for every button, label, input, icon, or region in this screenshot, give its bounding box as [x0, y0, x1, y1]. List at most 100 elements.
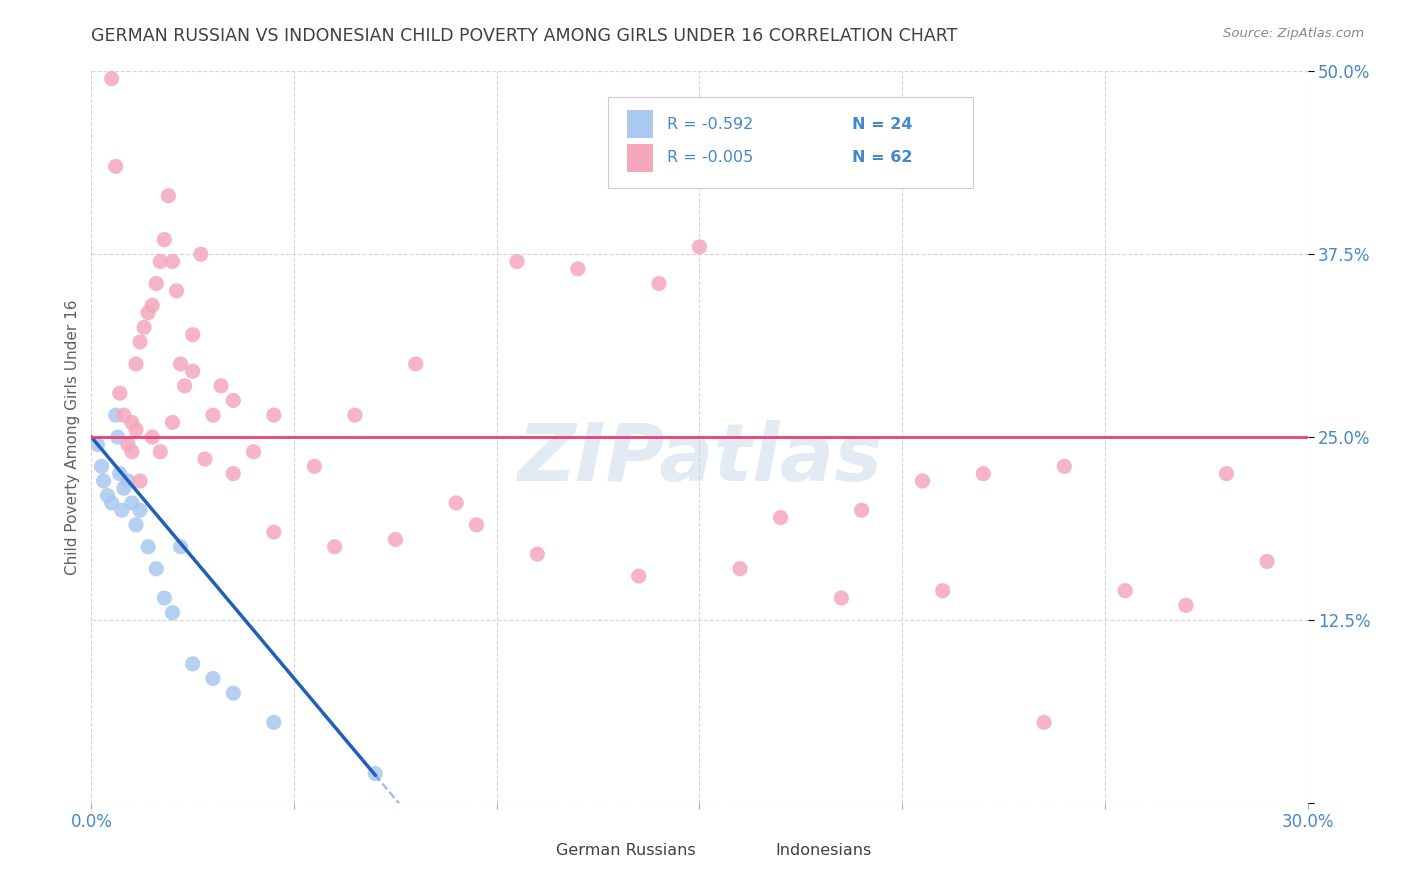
Point	[125, 423, 148, 437]
Point	[136, 540, 159, 554]
Point	[121, 496, 143, 510]
Point	[162, 254, 184, 268]
FancyBboxPatch shape	[627, 144, 654, 171]
Point	[111, 503, 134, 517]
Point	[263, 715, 285, 730]
Point	[190, 247, 212, 261]
Point	[1215, 467, 1237, 481]
Point	[851, 503, 873, 517]
Point	[136, 306, 159, 320]
Point	[125, 517, 148, 532]
Point	[1256, 554, 1278, 568]
Text: ZIPatlas: ZIPatlas	[517, 420, 882, 498]
Point	[121, 444, 143, 458]
Point	[769, 510, 792, 524]
Point	[222, 467, 245, 481]
Point	[112, 481, 135, 495]
Point	[149, 444, 172, 458]
Point	[132, 320, 155, 334]
Point	[181, 364, 204, 378]
Point	[117, 474, 139, 488]
Text: Source: ZipAtlas.com: Source: ZipAtlas.com	[1223, 27, 1364, 40]
Point	[364, 766, 387, 780]
Point	[157, 188, 180, 202]
Point	[162, 416, 184, 430]
Point	[141, 298, 163, 312]
Point	[526, 547, 548, 561]
Point	[263, 525, 285, 540]
Point	[108, 386, 131, 401]
Point	[100, 496, 122, 510]
Point	[688, 240, 710, 254]
Point	[86, 437, 108, 451]
Text: Indonesians: Indonesians	[775, 843, 872, 858]
Point	[222, 686, 245, 700]
Point	[242, 444, 264, 458]
Point	[93, 474, 115, 488]
Point	[181, 657, 204, 671]
Point	[117, 437, 139, 451]
Point	[90, 459, 112, 474]
FancyBboxPatch shape	[517, 836, 544, 865]
Point	[169, 357, 191, 371]
Text: N = 62: N = 62	[852, 150, 912, 165]
Point	[107, 430, 129, 444]
Point	[97, 489, 120, 503]
Point	[166, 284, 188, 298]
Point	[1175, 599, 1198, 613]
Point	[108, 467, 131, 481]
Point	[567, 261, 589, 276]
Point	[972, 467, 994, 481]
FancyBboxPatch shape	[735, 836, 762, 865]
Point	[728, 562, 751, 576]
Point	[648, 277, 671, 291]
Point	[304, 459, 326, 474]
Point	[173, 379, 195, 393]
Text: German Russians: German Russians	[555, 843, 696, 858]
Point	[202, 408, 225, 422]
Point	[209, 379, 232, 393]
FancyBboxPatch shape	[609, 97, 973, 188]
Point	[506, 254, 529, 268]
Point	[129, 474, 152, 488]
Point	[931, 583, 953, 598]
Point	[104, 408, 127, 422]
Point	[202, 672, 225, 686]
Point	[169, 540, 191, 554]
Point	[263, 408, 285, 422]
Point	[343, 408, 366, 422]
Point	[222, 393, 245, 408]
Text: R = -0.005: R = -0.005	[666, 150, 752, 165]
Point	[323, 540, 346, 554]
Point	[112, 408, 135, 422]
Point	[465, 517, 488, 532]
Point	[129, 503, 152, 517]
Point	[194, 452, 217, 467]
Point	[125, 357, 148, 371]
Point	[145, 562, 167, 576]
Point	[1033, 715, 1056, 730]
Point	[100, 71, 122, 86]
Point	[104, 160, 127, 174]
Y-axis label: Child Poverty Among Girls Under 16: Child Poverty Among Girls Under 16	[65, 300, 80, 574]
Point	[149, 254, 172, 268]
Point	[153, 233, 176, 247]
Point	[911, 474, 934, 488]
Point	[384, 533, 406, 547]
Text: R = -0.592: R = -0.592	[666, 117, 752, 131]
Text: N = 24: N = 24	[852, 117, 912, 131]
Point	[405, 357, 427, 371]
Point	[830, 591, 852, 605]
Point	[121, 416, 143, 430]
Point	[1114, 583, 1136, 598]
Point	[444, 496, 467, 510]
Point	[1053, 459, 1076, 474]
Text: GERMAN RUSSIAN VS INDONESIAN CHILD POVERTY AMONG GIRLS UNDER 16 CORRELATION CHAR: GERMAN RUSSIAN VS INDONESIAN CHILD POVER…	[91, 27, 957, 45]
Point	[153, 591, 176, 605]
FancyBboxPatch shape	[627, 110, 654, 138]
Point	[141, 430, 163, 444]
Point	[627, 569, 650, 583]
Point	[129, 334, 152, 349]
Point	[145, 277, 167, 291]
Point	[162, 606, 184, 620]
